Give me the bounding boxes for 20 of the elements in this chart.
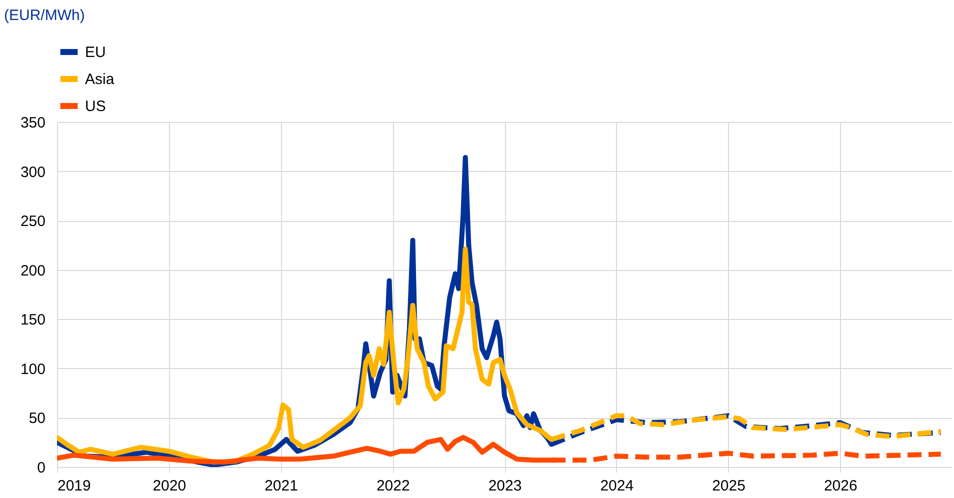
text: (EUR/MWh) [4,7,85,24]
y-tick-label: 350 [20,114,46,132]
x-tick-label: 2021 [264,478,298,494]
legend-label: Asia [85,71,115,88]
y-tick-label: 0 [37,460,46,476]
x-tick-label: 2019 [58,478,91,494]
legend-label: US [85,98,106,115]
y-tick-label: 150 [20,312,46,329]
x-tick-label: 2024 [600,478,634,494]
x-tick-label: 2020 [152,478,186,494]
y-tick-label: 200 [20,262,46,280]
x-tick-label: 2022 [376,478,410,494]
y-tick-label: 250 [20,213,46,230]
legend-label: EU [85,44,106,61]
y-tick-label: 100 [20,360,46,378]
x-tick-label: 2026 [824,478,858,494]
x-tick-label: 2025 [712,478,746,494]
y-tick-label: 50 [28,410,46,428]
y-tick-label: 300 [20,164,46,181]
x-tick-label: 2023 [488,478,522,494]
